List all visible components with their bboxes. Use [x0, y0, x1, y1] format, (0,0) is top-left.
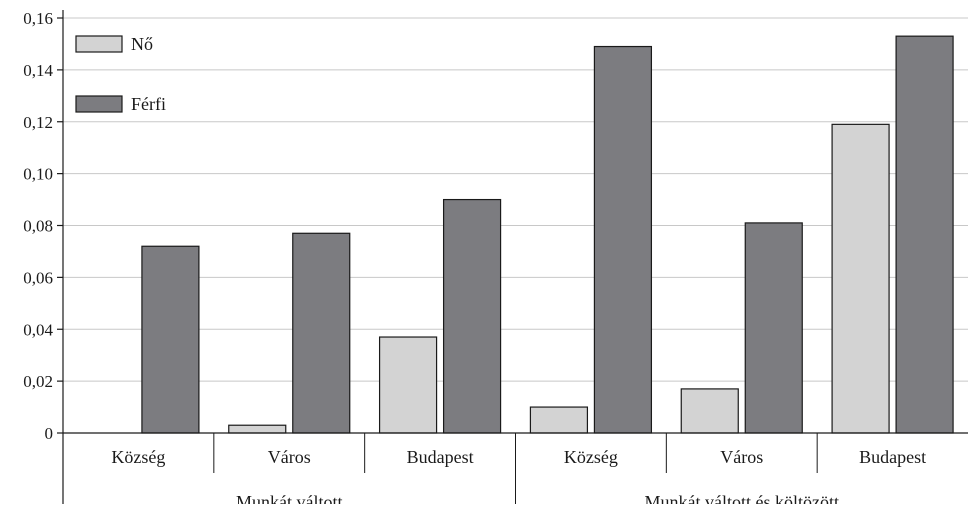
- legend-swatch-no: [75, 35, 123, 53]
- bar-ferfi: [141, 245, 200, 434]
- x-category-label: Község: [111, 447, 165, 467]
- axes: [57, 10, 968, 504]
- x-category-label: Budapest: [859, 447, 926, 467]
- legend: Nő Férfi: [75, 34, 166, 114]
- y-tick-label: 0: [45, 424, 54, 443]
- bar-no: [228, 424, 287, 434]
- legend-swatch-ferfi: [75, 95, 123, 113]
- bar-ferfi: [593, 45, 653, 434]
- bar-ferfi: [895, 35, 954, 434]
- x-group-label: Munkát váltott és költözött: [645, 492, 839, 504]
- y-tick-label: 0,14: [23, 61, 53, 80]
- x-category-label: Község: [564, 447, 618, 467]
- legend-label-ferfi: Férfi: [131, 94, 166, 114]
- bar-no: [680, 388, 739, 434]
- x-group-label: Munkát váltott: [236, 492, 343, 504]
- y-tick-label: 0,04: [23, 320, 53, 339]
- x-category-label: Város: [720, 447, 763, 467]
- x-category-label: Budapest: [407, 447, 474, 467]
- bar-ferfi: [292, 232, 351, 434]
- bars: [141, 35, 954, 434]
- bar-ferfi: [442, 198, 502, 434]
- bar-ferfi: [744, 222, 803, 434]
- y-tick-label: 0,16: [23, 9, 53, 28]
- y-tick-label: 0,08: [23, 217, 53, 236]
- x-category-label: Város: [268, 447, 311, 467]
- bar-no: [529, 406, 589, 434]
- y-tick-label: 0,02: [23, 372, 53, 391]
- legend-label-no: Nő: [131, 34, 153, 54]
- y-tick-label: 0,12: [23, 113, 53, 132]
- bar-no: [831, 123, 890, 434]
- bar-no: [378, 336, 438, 434]
- y-tick-label: 0,10: [23, 165, 53, 184]
- gridlines: [63, 17, 968, 382]
- y-tick-label: 0,06: [23, 268, 53, 287]
